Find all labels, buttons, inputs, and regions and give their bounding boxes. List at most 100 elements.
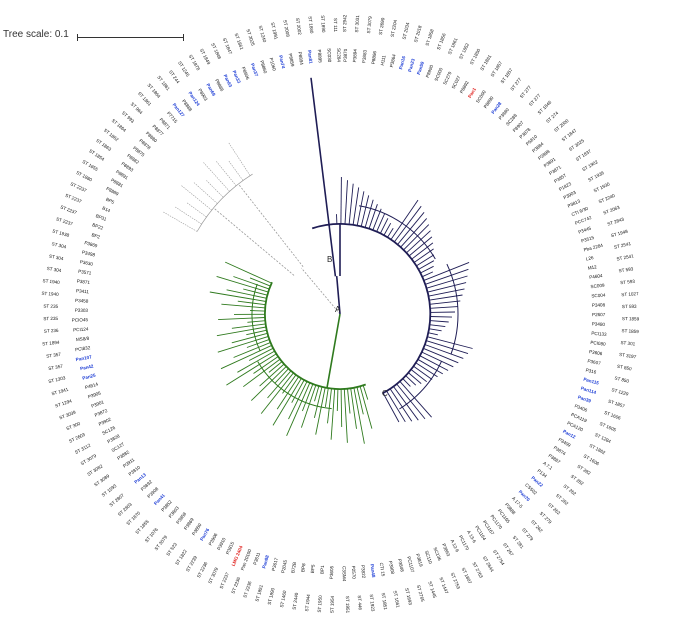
tip-label: P3498: [81, 250, 96, 258]
tree-branch: [326, 313, 341, 389]
tree-branch: [389, 388, 413, 422]
tip-label: P3815: [225, 541, 235, 556]
st-label: ST 1890: [267, 587, 276, 605]
tip-label: B14: [102, 205, 112, 213]
tip-label: P8860: [259, 60, 268, 75]
tree-branch: [174, 206, 202, 225]
tree-branch: [315, 387, 326, 435]
st-label: ST 1807: [461, 567, 473, 585]
tip-label: P3848: [397, 558, 405, 573]
st-label: ST 1861: [137, 91, 153, 107]
tree-branch: [426, 275, 468, 289]
st-label: ST 3197: [619, 352, 637, 360]
tip-label: P8889: [105, 186, 119, 197]
st-label: ST 523: [165, 542, 178, 557]
tip-label: P3611: [252, 551, 261, 565]
tree-branch: [421, 271, 434, 278]
tree-branch: [213, 207, 295, 276]
tree-branch: [250, 366, 287, 401]
st-label: ST 1852: [458, 42, 470, 60]
st-label: ST 1923: [369, 594, 376, 612]
tree-branch: [408, 236, 433, 257]
tree-branch: [446, 263, 459, 355]
tree-branch: [246, 329, 267, 336]
st-label: ST 1859: [621, 328, 639, 334]
st-label: ST 1948: [610, 229, 628, 239]
tip-label: BP2: [91, 232, 101, 240]
tree-branch: [267, 370, 292, 399]
tip-label: Pan74: [278, 55, 286, 70]
st-label: ST 3112: [74, 442, 92, 455]
st-label: ST 993: [121, 110, 136, 124]
st-label: ST 1940: [41, 291, 59, 297]
tree-branch: [340, 176, 342, 225]
st-label: ST 1880: [75, 170, 93, 183]
st-label: ST 1856: [436, 32, 447, 50]
tree-branch: [238, 183, 304, 267]
st-label: ST 1693: [404, 587, 413, 605]
tree-branch: [347, 388, 351, 414]
st-label: ST 2236: [196, 561, 209, 579]
tip-label: P3883: [361, 49, 367, 63]
tip-label: P8894: [297, 51, 304, 65]
tree-scale-label: Tree scale: 0.1: [3, 29, 69, 40]
tip-label: P3606: [589, 349, 603, 356]
tree-branch: [226, 353, 277, 386]
tip-label: P3857: [553, 173, 567, 184]
tree-branch: [276, 376, 300, 410]
tip-label: C3SM4: [342, 566, 347, 582]
tree-branch: [350, 388, 357, 429]
tip-label: P3882: [116, 449, 130, 461]
tree-branch: [228, 141, 251, 176]
tree-branch: [225, 261, 272, 284]
tip-label: P3894: [352, 49, 358, 63]
tip-label: P3458: [75, 298, 89, 304]
tree-branch: [243, 288, 268, 296]
tip-label: P3813: [567, 198, 582, 208]
tip-label: PCA119: [570, 412, 588, 424]
tree-branch: [426, 336, 473, 349]
tree-branch: [429, 320, 449, 323]
tree-branch: [231, 323, 266, 329]
tip-label: PCI133: [591, 331, 607, 337]
tree-scale-bar: [77, 34, 184, 41]
tree-branch: [390, 199, 419, 240]
st-label: ST 1848: [210, 42, 222, 60]
tip-label: Pan76: [199, 527, 211, 542]
tree-branch: [243, 358, 281, 388]
tree-branch: [220, 344, 273, 370]
tree-branch: [387, 227, 394, 238]
st-label: ST 446: [357, 595, 363, 610]
tree-branch: [209, 291, 267, 302]
tip-label: Pan48: [370, 564, 377, 578]
tip-label: P8892: [459, 80, 470, 94]
tree-branch: [330, 388, 336, 440]
tip-label: SC000: [434, 67, 444, 82]
tip-label: P3874: [553, 445, 567, 457]
tree-branch: [413, 365, 433, 380]
tip-label: Pan88: [261, 554, 270, 569]
tree-branch: [251, 283, 261, 352]
st-label: ST 3089: [93, 473, 110, 487]
tree-branch: [228, 160, 244, 181]
tree-branch: [429, 316, 453, 318]
tree-branch: [301, 383, 314, 412]
st-label: ST 279: [521, 527, 535, 542]
tree-branch: [162, 211, 198, 232]
tip-label: P3869: [84, 240, 99, 248]
tree-branch: [410, 369, 427, 383]
st-label: ST 1445: [427, 581, 437, 599]
st-label: ST 267: [502, 542, 515, 557]
st-label: ST 1880: [307, 16, 314, 34]
st-label: ST 244: [168, 69, 181, 84]
tip-label: PCI124: [73, 326, 89, 332]
node-label-b: B: [327, 255, 332, 264]
st-label: ST 1849: [199, 48, 212, 66]
tip-label: P3406: [574, 403, 589, 413]
tip-label: P8886: [214, 78, 225, 92]
st-label: ST 277: [519, 84, 533, 99]
tip-label: Pan12: [562, 429, 577, 440]
tree-branch: [411, 242, 434, 260]
st-label: ST 2644: [482, 555, 495, 573]
